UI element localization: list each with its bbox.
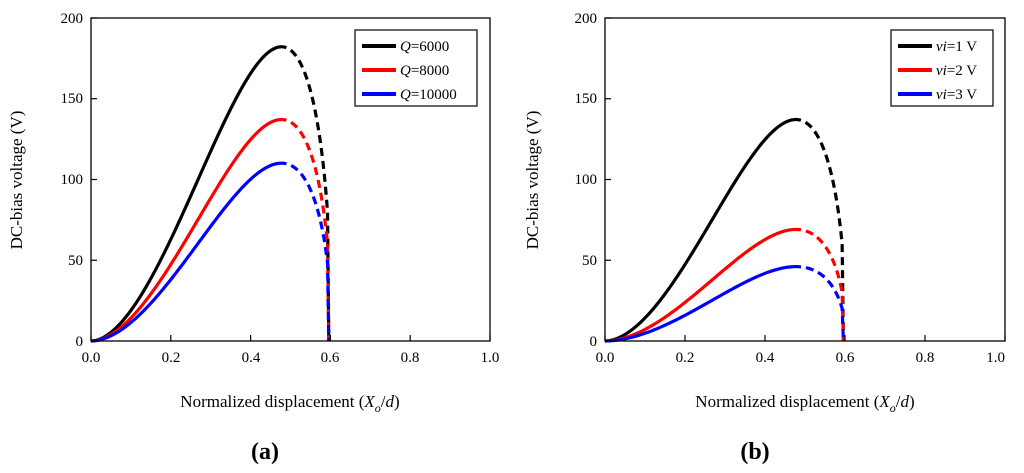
x-axis-title: Normalized displacement (Xo/d) xyxy=(695,392,914,415)
y-axis-title: DC-bias voltage (V) xyxy=(523,111,542,250)
legend-var: Q xyxy=(400,63,411,79)
x-axis-title: Normalized displacement (Xo/d) xyxy=(180,392,399,415)
legend-value: =1 V xyxy=(947,39,977,55)
x-tick-label: 0.6 xyxy=(321,350,340,366)
legend-entry: Q=8000 xyxy=(400,63,449,79)
y-tick-label: 50 xyxy=(68,253,83,269)
legend-value: =3 V xyxy=(947,87,977,103)
x-title-close: ) xyxy=(909,392,915,411)
x-tick-label: 0.6 xyxy=(836,350,855,366)
series-line-solid xyxy=(90,161,279,343)
series-line-dashed xyxy=(792,265,845,342)
x-tick-label: 1.0 xyxy=(481,350,500,366)
x-title-close: ) xyxy=(394,392,400,411)
x-tick-label: 0.8 xyxy=(401,350,420,366)
plot-area-b xyxy=(604,117,845,343)
x-title-sub: o xyxy=(890,401,896,415)
panel-letter-a: a xyxy=(259,439,271,465)
series-line-solid xyxy=(90,45,279,343)
ticks-a xyxy=(90,17,491,342)
series-line-dashed xyxy=(792,227,845,342)
series-line-solid xyxy=(90,118,279,343)
y-tick-label: 0 xyxy=(76,334,84,350)
x-title-sub: o xyxy=(375,401,381,415)
y-tick-label: 150 xyxy=(575,91,598,107)
legend-entry: Q=6000 xyxy=(400,39,449,55)
legend-value: =6000 xyxy=(411,39,449,55)
panel-label-a: (a) xyxy=(251,439,279,465)
series-line-dashed xyxy=(278,117,331,342)
series-line-solid xyxy=(604,227,794,343)
x-title-slash: / xyxy=(381,392,386,411)
legend-b: vi=1 V vi=2 V vi=3 V xyxy=(890,29,994,107)
x-tick-label: 0.0 xyxy=(82,350,101,366)
x-tick-label: 0.0 xyxy=(596,350,615,366)
legend-var: Q xyxy=(400,39,411,55)
legend-value: =8000 xyxy=(411,63,449,79)
panel-label-b: (b) xyxy=(740,439,769,465)
y-tick-label: 0 xyxy=(590,334,598,350)
y-tick-label: 100 xyxy=(575,172,598,188)
y-tick-label: 150 xyxy=(61,91,84,107)
series-line-dashed xyxy=(278,161,331,342)
x-title-prefix: Normalized displacement ( xyxy=(695,392,879,411)
plot-area-a xyxy=(90,45,331,343)
x-tick-label: 0.4 xyxy=(242,350,261,366)
series-line-dashed xyxy=(278,45,331,342)
x-title-var2: d xyxy=(901,392,910,411)
legend-var: vi xyxy=(936,87,947,103)
x-tick-label: 0.8 xyxy=(916,350,935,366)
x-tick-label: 0.4 xyxy=(756,350,775,366)
legend-var: vi xyxy=(936,63,947,79)
y-tick-label: 200 xyxy=(61,11,84,27)
x-tick-label: 0.2 xyxy=(676,350,695,366)
legend-a: Q=6000 Q=8000 Q=10000 xyxy=(354,29,478,107)
y-tick-label: 50 xyxy=(582,253,597,269)
series-line-solid xyxy=(604,265,794,343)
y-tick-label: 100 xyxy=(61,172,84,188)
panel-a: 0.0 0.2 0.4 0.6 0.8 1.0 0 50 100 150 200… xyxy=(7,11,499,465)
series-line-dashed xyxy=(792,117,845,342)
legend-var: vi xyxy=(936,39,947,55)
x-tick-label: 1.0 xyxy=(986,350,1005,366)
x-title-prefix: Normalized displacement ( xyxy=(180,392,364,411)
x-tick-label: 0.2 xyxy=(162,350,181,366)
legend-var: Q xyxy=(400,87,411,103)
panel-letter-b: b xyxy=(748,439,761,465)
panel-b: 0.0 0.2 0.4 0.6 0.8 1.0 0 50 100 150 200… xyxy=(523,11,1006,465)
x-title-var2: d xyxy=(386,392,395,411)
legend-value: =2 V xyxy=(947,63,977,79)
legend-entry: vi=1 V xyxy=(936,39,977,55)
x-title-var: X xyxy=(363,392,375,411)
legend-entry: vi=2 V xyxy=(936,63,977,79)
legend-entry: vi=3 V xyxy=(936,87,977,103)
legend-entry: Q=10000 xyxy=(400,87,457,103)
legend-value: =10000 xyxy=(411,87,457,103)
x-title-slash: / xyxy=(896,392,901,411)
x-title-var: X xyxy=(878,392,890,411)
ticks-b xyxy=(604,17,1006,342)
series-line-solid xyxy=(604,118,794,343)
y-tick-label: 200 xyxy=(575,11,598,27)
y-axis-title: DC-bias voltage (V) xyxy=(7,111,26,250)
